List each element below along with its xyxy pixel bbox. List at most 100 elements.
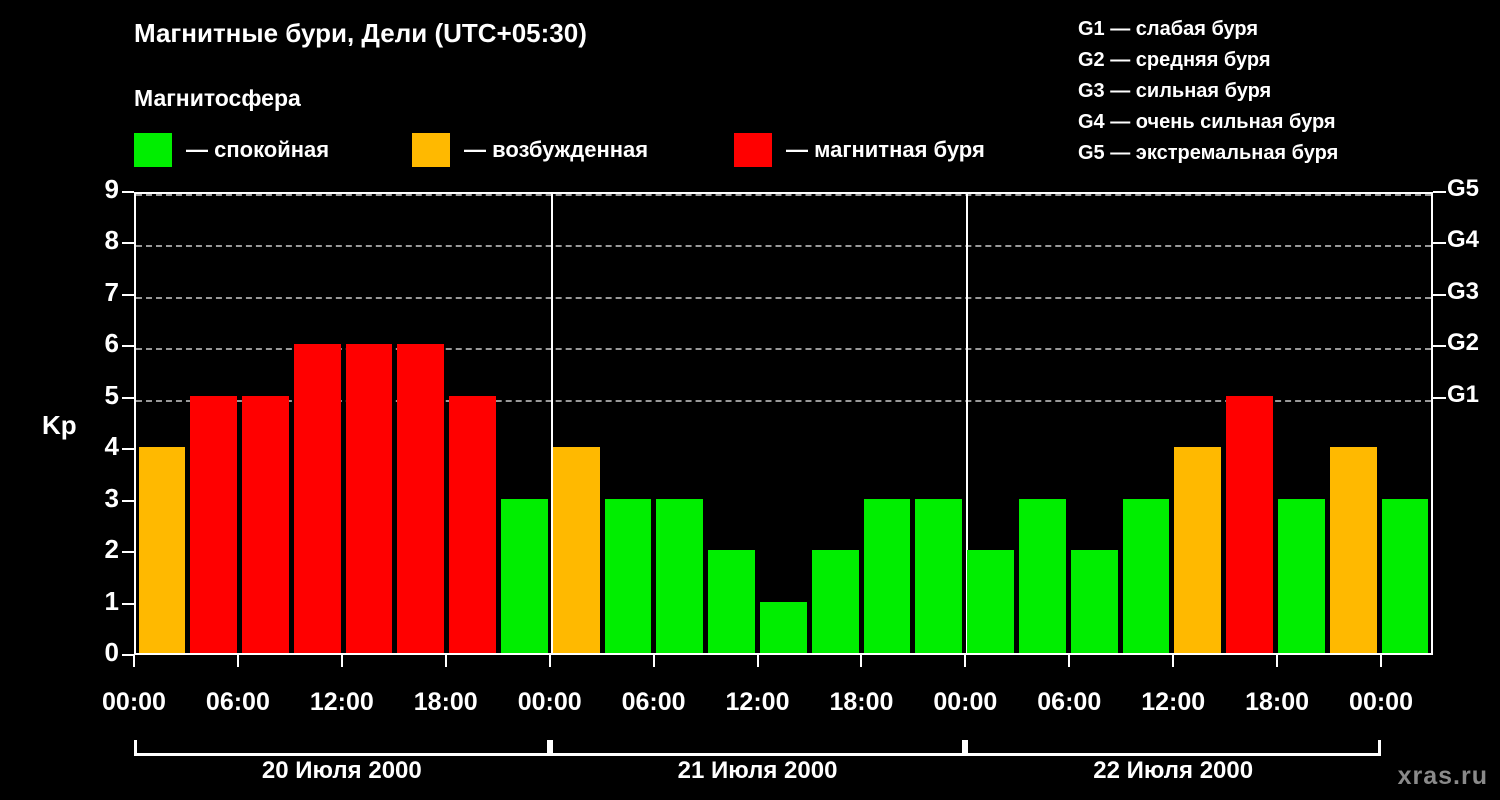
bar-cell — [861, 194, 913, 653]
day-label-3: 22 Июля 2000 — [1093, 757, 1254, 784]
bar-cell — [499, 194, 551, 653]
y-tick-label-0: 0 — [104, 637, 119, 667]
y-tick-mark-4 — [122, 448, 134, 451]
x-tick-label-11: 18:00 — [1245, 688, 1310, 716]
bar-calm-kp3 — [1381, 498, 1429, 653]
bar-cell — [240, 194, 292, 653]
bar-calm-kp2 — [708, 550, 756, 653]
legend-label-calm: — спокойная — [186, 137, 330, 162]
magnetosphere-label: Магнитосфера — [134, 85, 301, 111]
bar-storm-kp5 — [242, 395, 289, 653]
legend-swatch-storm-icon — [734, 133, 772, 167]
y-tick-label-9: 9 — [104, 174, 119, 204]
y-tick-label-1: 1 — [104, 585, 119, 616]
y-tick-mark-1 — [122, 602, 134, 605]
legend-item-storm: — магнитная буря — [734, 132, 985, 168]
bar-storm-kp6 — [345, 344, 393, 653]
y-tick-mark-6 — [122, 345, 134, 348]
x-tick-mark-11 — [1276, 655, 1279, 667]
bar-calm-kp3 — [1122, 498, 1170, 653]
bar-cell — [1276, 194, 1328, 653]
g-scale-legend: G1 — слабая буря G2 — средняя буря G3 — си… — [1078, 14, 1338, 169]
bar-excited-kp4 — [138, 447, 186, 653]
x-tick-mark-6 — [756, 655, 759, 667]
x-tick-label-7: 18:00 — [829, 688, 894, 716]
bar-excited-kp4 — [1174, 447, 1222, 653]
y-tick-mark-0 — [122, 654, 134, 656]
bar-calm-kp3 — [501, 498, 548, 653]
day-bracket-1 — [134, 740, 550, 756]
bar-cell — [1379, 194, 1431, 653]
x-tick-mark-7 — [860, 655, 863, 667]
bar-cell — [395, 194, 447, 653]
page-title: Магнитные бури, Дели (UTC+05:30) — [134, 18, 587, 48]
g-tick-label-G5: G5 — [1447, 175, 1480, 202]
g-scale-line-3: G3 — сильная буря — [1078, 80, 1272, 102]
bar-calm-kp1 — [760, 601, 807, 653]
bar-storm-kp5 — [190, 395, 238, 653]
bar-cell — [1120, 194, 1172, 653]
bar-calm-kp2 — [1070, 550, 1118, 653]
bar-cell — [550, 194, 602, 653]
bar-calm-kp2 — [811, 550, 859, 653]
bar-cell — [343, 194, 395, 653]
x-tick-label-9: 06:00 — [1037, 688, 1102, 716]
bar-storm-kp5 — [1226, 395, 1274, 653]
legend-label-excited: — возбужденная — [464, 137, 649, 162]
day-separator-2 — [966, 194, 969, 653]
g-tick-mark-G3 — [1433, 293, 1446, 296]
g-scale-line-4: G4 — очень сильная буря — [1078, 111, 1336, 133]
bar-cell — [602, 194, 654, 653]
x-tick-label-0: 00:00 — [102, 688, 166, 716]
x-tick-label-5: 06:00 — [621, 688, 686, 716]
day-label-2: 21 Июля 2000 — [677, 757, 838, 784]
x-tick-mark-9 — [1068, 655, 1071, 667]
bar-cell — [291, 194, 343, 653]
bar-cell — [965, 194, 1017, 653]
y-tick-mark-2 — [122, 551, 134, 554]
bar-storm-kp6 — [293, 344, 341, 653]
g-scale-line-2: G2 — средняя буря — [1078, 49, 1271, 71]
bar-cell — [654, 194, 706, 653]
g-scale-line-1: G1 — слабая буря — [1078, 18, 1259, 40]
gridline-kp-6 — [136, 348, 1431, 351]
bar-cell — [758, 194, 810, 653]
legend-item-excited: — возбужденная — [412, 132, 648, 168]
bar-cell — [188, 194, 240, 653]
x-tick-label-6: 12:00 — [725, 688, 790, 716]
bar-series — [136, 194, 1431, 653]
g-tick-label-G2: G2 — [1447, 329, 1480, 357]
g-tick-label-G4: G4 — [1447, 226, 1480, 254]
x-tick-mark-12 — [1380, 655, 1383, 667]
bar-cell — [706, 194, 758, 653]
g-scale-line-5: G5 — экстремальная буря — [1078, 142, 1339, 164]
g-tick-mark-G4 — [1433, 242, 1446, 245]
bar-cell — [1327, 194, 1379, 653]
legend-label-storm: — магнитная буря — [786, 137, 985, 162]
x-tick-mark-1 — [236, 655, 239, 667]
day-bracket-3 — [965, 740, 1382, 756]
bar-storm-kp6 — [397, 344, 445, 653]
gridline-kp-9 — [136, 194, 1431, 196]
y-tick-label-3: 3 — [104, 482, 119, 513]
x-tick-label-2: 12:00 — [309, 688, 374, 716]
y-tick-label-8: 8 — [104, 225, 119, 256]
x-tick-mark-0 — [133, 655, 135, 667]
y-tick-label-2: 2 — [104, 534, 119, 565]
bar-cell — [136, 194, 188, 653]
x-tick-mark-2 — [340, 655, 343, 667]
x-tick-label-12: 00:00 — [1349, 688, 1413, 716]
g-tick-mark-G1 — [1433, 396, 1446, 399]
bar-excited-kp4 — [1329, 447, 1377, 653]
g-tick-label-G1: G1 — [1447, 380, 1480, 408]
watermark: xras.ru — [1397, 762, 1488, 790]
bar-cell — [1224, 194, 1276, 653]
legend-swatch-calm-icon — [134, 133, 172, 167]
g-tick-mark-G2 — [1433, 345, 1446, 348]
y-tick-mark-5 — [122, 396, 134, 399]
bar-calm-kp3 — [604, 498, 652, 653]
gridline-kp-5 — [136, 399, 1431, 402]
bar-calm-kp3 — [863, 498, 911, 653]
g-tick-mark-G5 — [1433, 191, 1446, 193]
y-tick-label-5: 5 — [104, 379, 119, 410]
